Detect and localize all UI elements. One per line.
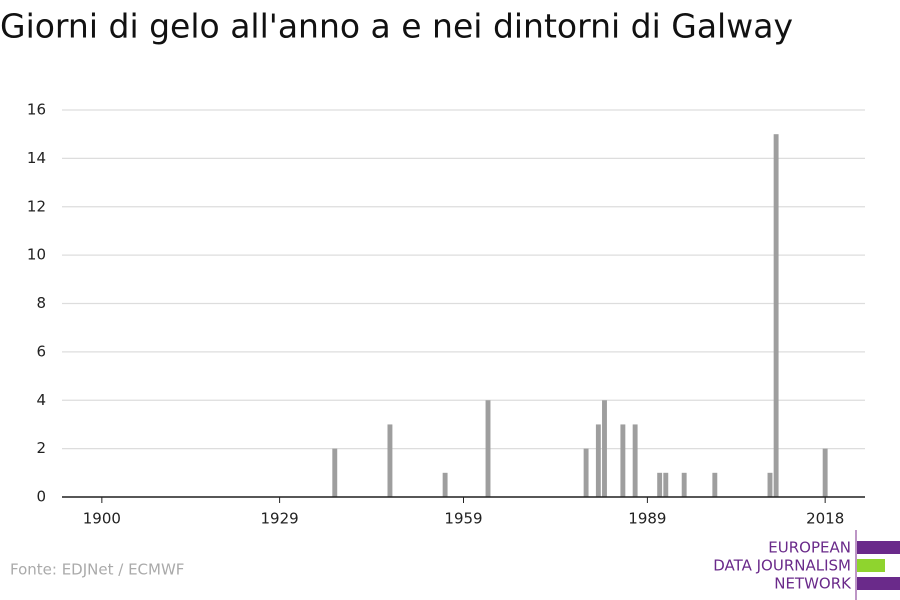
y-tick-label: 2 (36, 439, 46, 457)
x-tick-label: 2018 (806, 510, 844, 528)
bar (773, 134, 779, 497)
bar (681, 472, 687, 497)
y-tick-label: 8 (36, 294, 46, 312)
y-tick-label: 6 (36, 342, 46, 360)
bar (712, 472, 718, 497)
bar (485, 400, 491, 497)
bar (332, 448, 338, 497)
y-tick-label: 14 (27, 149, 46, 167)
logo-bar (857, 559, 885, 572)
x-tick-label: 1959 (444, 510, 482, 528)
bar (632, 424, 638, 497)
y-tick-label: 0 (36, 488, 46, 506)
logo-bar (857, 541, 900, 554)
bar (583, 448, 589, 497)
source: Fonte: EDJNet / ECMWF (10, 561, 184, 579)
x-tick-label: 1900 (83, 510, 121, 528)
logo-text: EUROPEAN (768, 539, 851, 557)
logo-text: DATA JOURNALISM (713, 557, 851, 575)
y-tick-label: 12 (27, 197, 46, 215)
logo-bar (857, 577, 900, 590)
bar (663, 472, 669, 497)
chart-title: Giorni di gelo all'anno a e nei dintorni… (0, 7, 793, 46)
x-tick-label: 1989 (628, 510, 666, 528)
bar (595, 424, 601, 497)
y-tick-label: 10 (27, 246, 46, 264)
logo-text: NETWORK (774, 575, 852, 593)
bar (442, 472, 448, 497)
y-tick-label: 4 (36, 391, 46, 409)
bar (822, 448, 828, 497)
bar (602, 400, 607, 497)
bar (767, 472, 773, 497)
y-tick-label: 16 (27, 101, 46, 119)
x-tick-label: 1929 (261, 510, 299, 528)
bar (387, 424, 393, 497)
bar (620, 424, 626, 497)
bar (657, 472, 663, 497)
